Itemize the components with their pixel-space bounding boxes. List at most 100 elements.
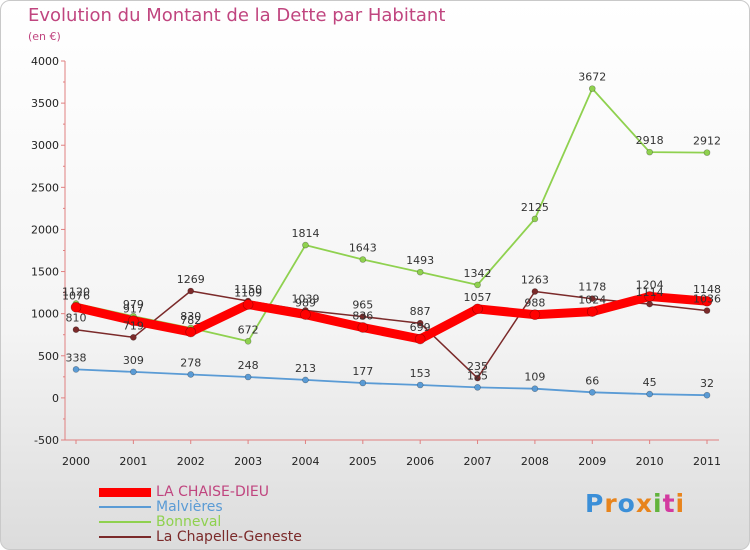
data-point-2 [531,215,539,223]
data-point-3 [187,287,195,295]
legend-label: Bonneval [156,514,222,530]
data-point-3 [416,319,424,327]
data-point-1 [359,379,367,387]
y-tick-label: 2500 [31,181,59,194]
data-point-0 [529,309,541,320]
legend-swatch [99,487,151,497]
data-point-0 [185,326,197,338]
x-tick-label: 2006 [406,455,434,468]
data-label-1: 338 [66,351,87,364]
data-point-0 [242,299,254,310]
x-tick-label: 2001 [119,455,147,468]
data-point-2 [474,281,481,289]
logo-letter: x [635,489,653,518]
x-tick-label: 2003 [234,455,262,468]
y-tick-label: 1000 [31,308,59,321]
data-label-2: 1493 [406,254,434,267]
data-label-0: 1076 [62,289,90,302]
data-label-3: 719 [123,319,144,332]
data-label-2: 979 [123,298,144,311]
data-label-0: 699 [410,321,431,334]
data-point-2 [646,148,653,156]
data-label-3: 1036 [693,293,721,306]
data-label-1: 125 [467,369,488,382]
data-label-1: 309 [123,354,144,367]
series-line-1 [75,368,708,397]
data-point-0 [70,301,82,313]
data-label-0: 917 [123,303,144,316]
data-label-2: 2912 [693,135,721,148]
data-label-0: 989 [295,297,316,310]
logo-letter: t [662,489,676,518]
data-point-1 [588,389,596,396]
data-label-0: 782 [180,314,201,327]
data-label-2: 1643 [349,242,377,255]
data-point-1 [302,376,309,384]
data-point-0 [414,333,426,345]
data-point-0 [644,291,655,302]
data-label-1: 109 [524,371,545,384]
x-tick-label: 2005 [349,455,377,468]
series-lines [71,87,712,397]
legend-label: LA CHAISE-DIEU [156,484,269,500]
logo-letter: P [585,489,605,518]
x-tick-label: 2000 [62,455,90,468]
legend-swatch [99,536,151,538]
chart-unit: (en €) [28,30,61,43]
data-label-0: 1024 [578,294,606,307]
x-tick-label: 2002 [177,455,205,468]
proxiti-logo: Proxiti [585,489,685,518]
x-tick-label: 2008 [521,455,549,468]
data-point-0 [586,306,598,317]
y-tick-label: 500 [38,350,59,363]
legend-label: La Chapelle-Geneste [156,529,302,545]
x-tick-label: 2011 [693,455,721,468]
data-point-2 [244,337,252,345]
chart-title: Evolution du Montant de la Dette par Hab… [28,5,446,26]
y-tick-label: 4000 [31,55,59,68]
y-tick-label: 1500 [31,266,59,279]
data-point-3 [359,313,367,320]
data-label-1: 278 [180,356,201,369]
data-label-3: 887 [410,305,431,318]
chart-axes: -500 0 500 1000 1500 2000 2500 3000 3500 4000 2000… [31,55,721,468]
data-point-3 [72,326,80,333]
data-label-3: 235 [467,360,488,373]
data-label-1: 66 [585,374,599,387]
data-label-2: 2125 [521,201,549,214]
data-label-2: 1120 [62,286,90,299]
data-point-3 [703,307,711,314]
data-point-1 [703,391,711,399]
data-point-0 [472,303,483,315]
series-line-0 [71,292,712,344]
logo-letter: r [604,489,618,518]
data-label-0: 1148 [693,283,721,296]
data-label-3: 810 [66,312,87,325]
data-point-1 [72,366,80,373]
data-point-0 [357,322,369,333]
data-point-1 [646,390,653,398]
legend-label: Malvières [156,499,223,515]
data-label-1: 153 [410,367,431,380]
data-point-1 [531,385,539,393]
y-tick-label: 0 [52,392,59,405]
data-label-3: 1114 [636,286,664,299]
data-label-3: 1178 [578,281,606,294]
data-label-0: 1109 [234,286,262,299]
data-point-1 [187,371,195,378]
logo-letter: i [675,489,686,518]
data-label-1: 45 [643,376,657,389]
data-label-2: 3672 [578,71,606,84]
data-label-1: 177 [352,365,373,378]
series-points [70,85,713,399]
data-point-2 [416,268,424,276]
data-point-1 [130,368,137,376]
legend-swatch [99,521,151,523]
data-point-2 [588,85,596,92]
data-point-0 [300,309,311,320]
data-label-3: 1269 [177,273,205,286]
data-label-1: 248 [238,359,259,372]
data-label-2: 2918 [636,134,664,147]
data-point-1 [244,373,252,381]
